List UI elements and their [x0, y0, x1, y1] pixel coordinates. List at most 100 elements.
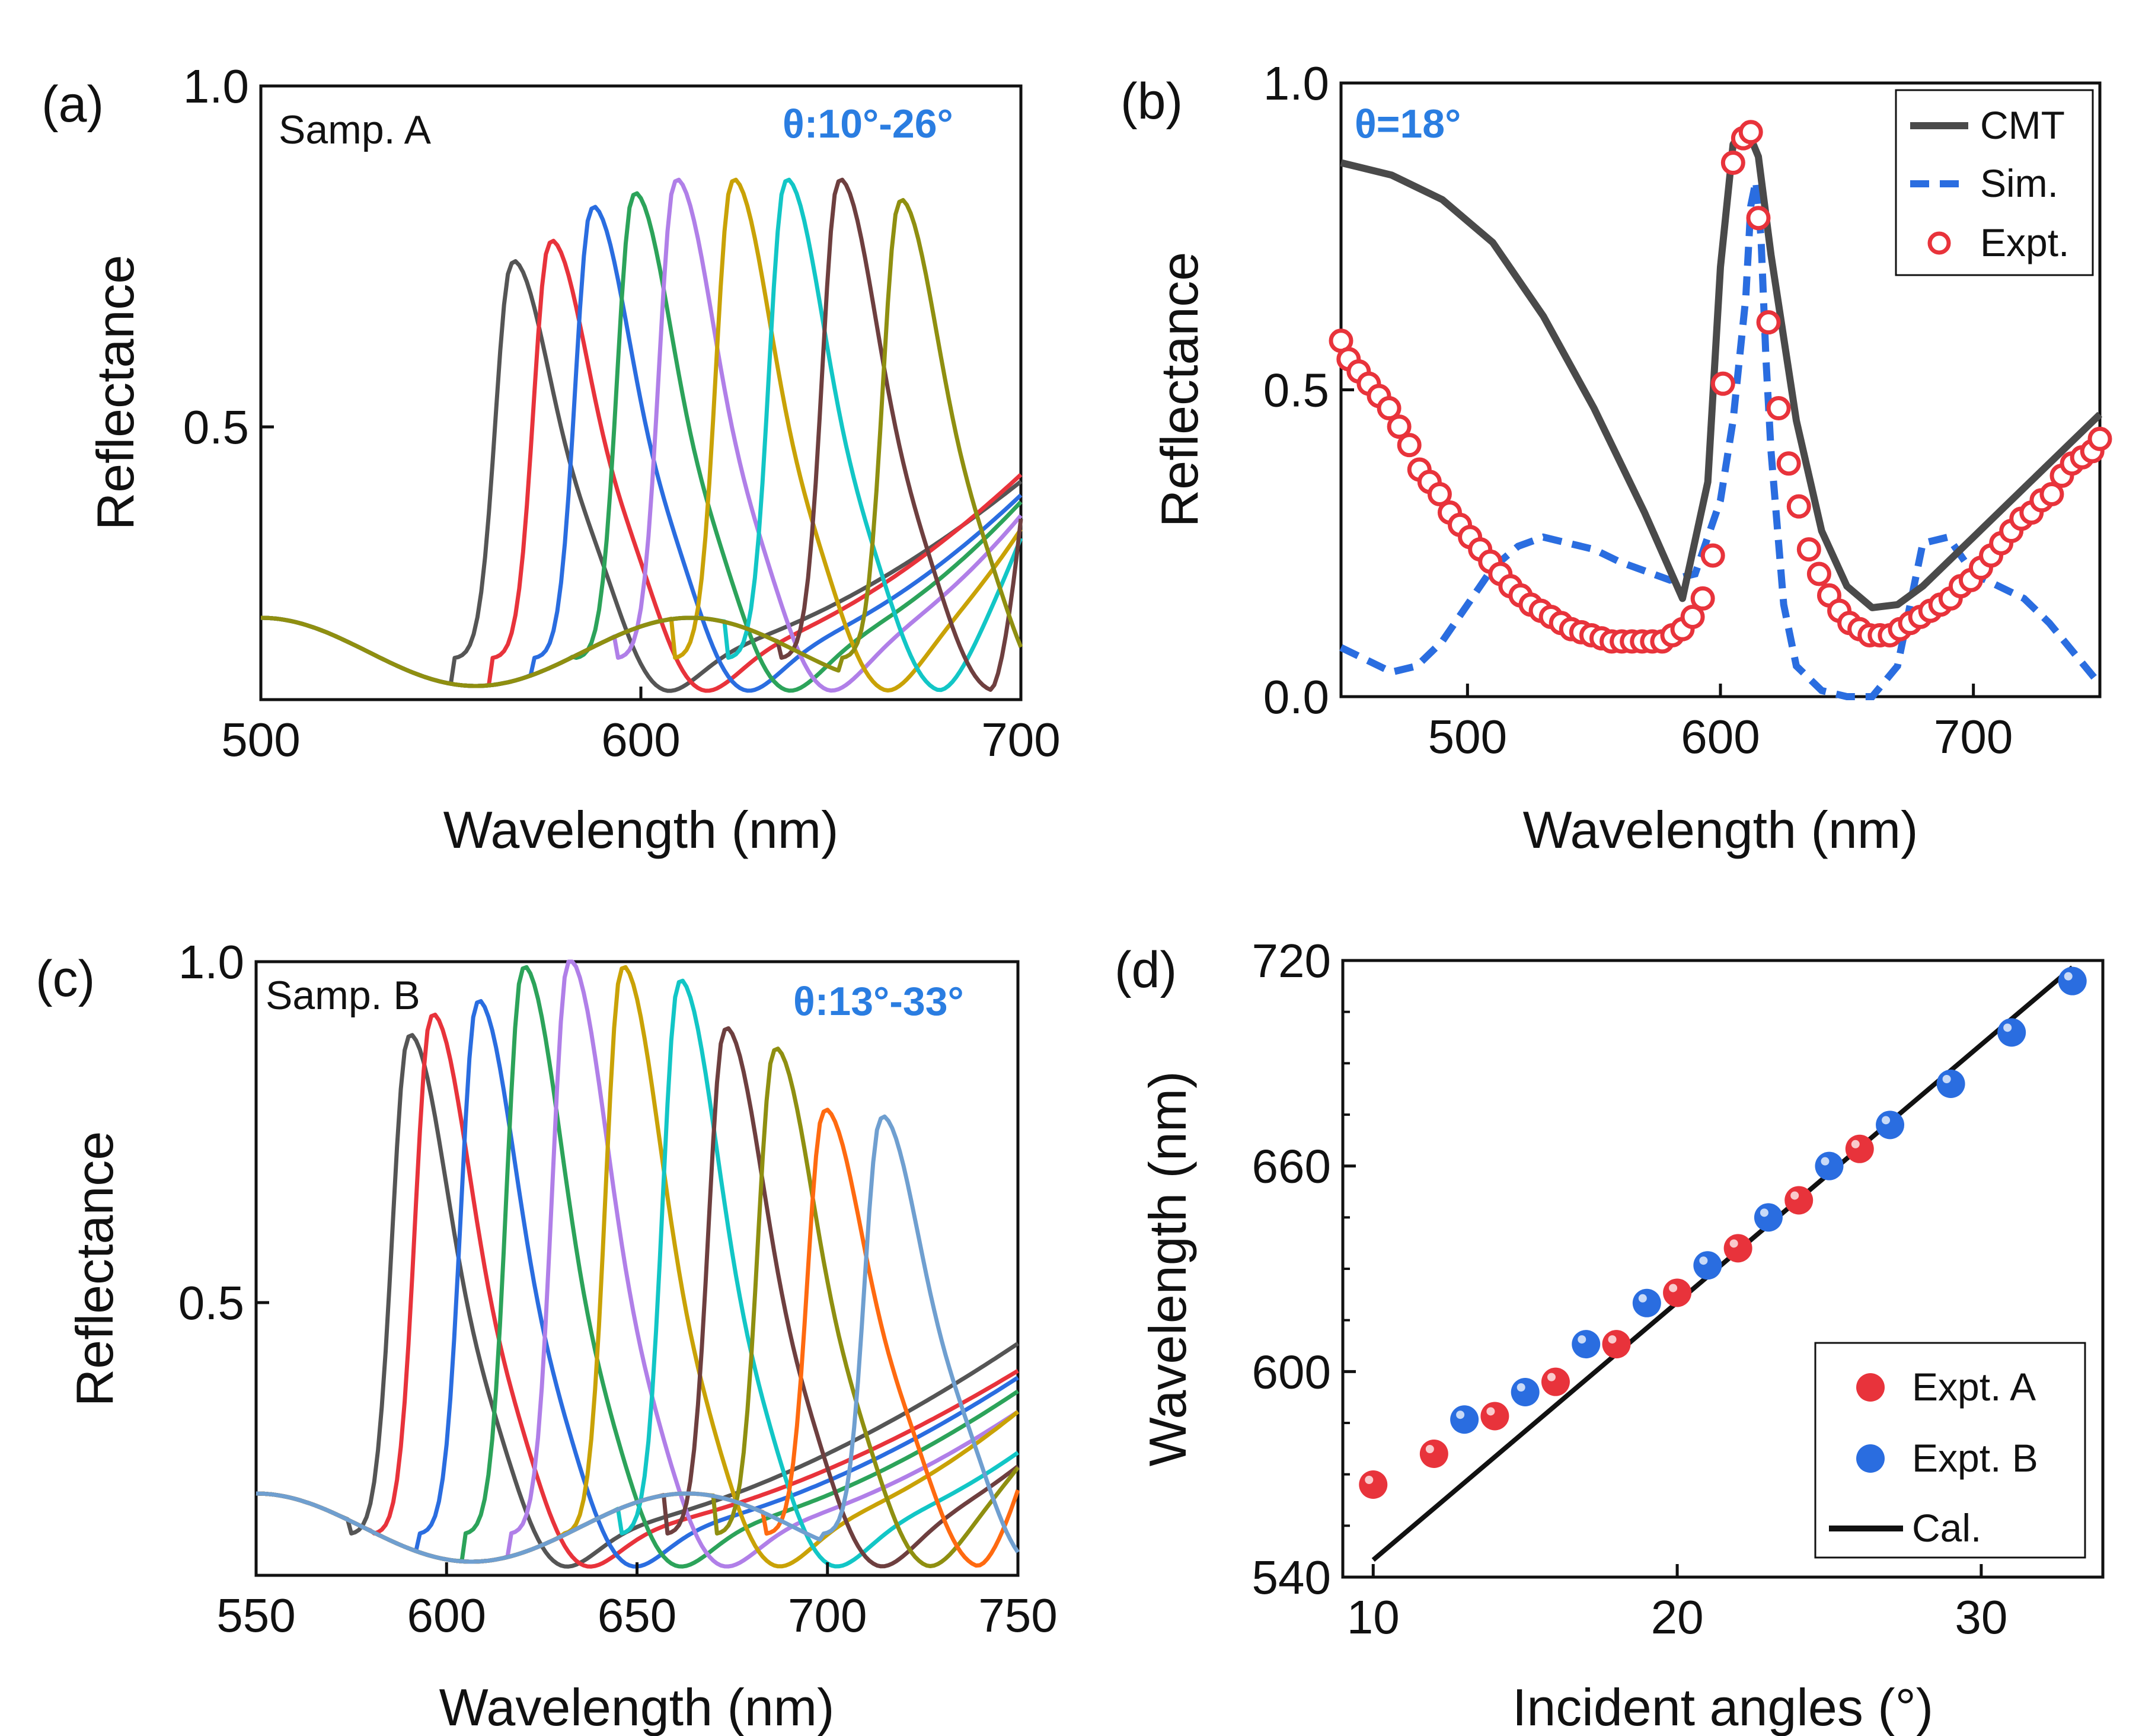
point-highlight — [1578, 1335, 1586, 1344]
legend-swatch-expt — [1927, 231, 1951, 255]
angle-label-b: θ=18° — [1355, 101, 1461, 146]
x-tick-label-d: 20 — [1651, 1591, 1704, 1644]
expt-point — [1806, 561, 1831, 586]
expt-point — [1387, 414, 1412, 439]
ticks-c: 550 600 650 700 750 0.5 1.0 — [178, 936, 1058, 1642]
expt-point — [1738, 120, 1763, 145]
series-line-a-8 — [260, 198, 1023, 688]
point-highlight — [1486, 1407, 1495, 1416]
y-tick-label-b: 0.5 — [1263, 364, 1329, 417]
point-highlight — [1608, 1335, 1617, 1344]
legend-label-cal: Cal. — [1912, 1506, 1981, 1550]
expt-b-point — [1572, 1330, 1601, 1359]
x-axis-label-c: Wavelength (nm) — [439, 1678, 835, 1736]
point-highlight — [2003, 1023, 2012, 1032]
legend-label-expt-b: Expt. B — [1912, 1436, 2038, 1480]
expt-point — [1746, 206, 1771, 231]
x-tick-label-c: 650 — [598, 1589, 676, 1642]
series-line-c-4 — [256, 959, 1019, 1569]
series-line-sim — [1339, 180, 2103, 700]
curves-c — [256, 959, 1020, 1569]
panel-b: (b) 500 600 700 0.0 0.5 1.0 θ=18° CMT Sim. Ex… — [1120, 57, 2112, 859]
expt-b-point — [1693, 1251, 1722, 1280]
panel-d: (d) 10 20 30 540 600 660 720 Expt. A Expt. B C… — [1115, 934, 2105, 1736]
x-tick-label-b: 500 — [1428, 710, 1507, 763]
expt-point — [1710, 371, 1735, 396]
x-tick-label-d: 10 — [1347, 1591, 1400, 1644]
point-highlight — [1790, 1191, 1799, 1200]
x-tick-label-c: 600 — [407, 1589, 486, 1642]
y-tick-label-b: 1.0 — [1263, 57, 1329, 110]
cal-line — [1371, 965, 2074, 1562]
y-axis-label-c: Reflectance — [65, 1131, 124, 1407]
point-highlight — [1851, 1140, 1860, 1148]
legend-swatch-expt-a — [1856, 1373, 1885, 1402]
x-tick-label-a: 700 — [981, 713, 1060, 766]
y-axis-label-a: Reflectance — [86, 255, 145, 531]
expt-point — [1377, 396, 1401, 421]
panel-c: (c) 550 600 650 700 750 0.5 1.0 Samp. B θ:13°-… — [36, 936, 1058, 1736]
x-tick-label-c: 700 — [788, 1589, 867, 1642]
panel-a: (a) 500 600 700 0.5 1.0 Samp. A θ:10°-26° Wa… — [41, 60, 1061, 859]
expt-a-point — [1723, 1234, 1752, 1263]
series-line-c-1 — [256, 1013, 1019, 1569]
y-tick-label-d: 720 — [1252, 934, 1331, 987]
panel-label-b: (b) — [1120, 73, 1183, 130]
x-tick-label-b: 600 — [1681, 710, 1760, 763]
x-tick-label-b: 700 — [1934, 710, 2013, 763]
y-tick-label-a: 0.5 — [183, 401, 249, 454]
expt-b-point — [1511, 1378, 1540, 1406]
point-highlight — [1729, 1239, 1738, 1248]
curves-d — [1359, 965, 2087, 1562]
expt-a-point — [1480, 1402, 1509, 1431]
y-tick-label-c: 1.0 — [178, 936, 244, 988]
point-highlight — [2064, 972, 2073, 981]
legend-label-expt: Expt. — [1980, 221, 2069, 264]
legend-label-sim: Sim. — [1980, 161, 2058, 205]
y-tick-label-d: 540 — [1252, 1551, 1331, 1604]
expt-b-point — [1936, 1070, 1965, 1098]
expt-a-point — [1419, 1440, 1448, 1468]
y-tick-label-b: 0.0 — [1263, 671, 1329, 723]
x-tick-label-d: 30 — [1955, 1591, 2007, 1644]
expt-a-point — [1359, 1470, 1388, 1499]
angle-range-a: θ:10°-26° — [783, 101, 953, 146]
point-highlight — [1365, 1476, 1374, 1484]
panel-label-d: (d) — [1115, 942, 1177, 998]
expt-point — [1427, 481, 1452, 506]
plot-frame-c — [254, 960, 1020, 1577]
expt-b-point — [1815, 1151, 1844, 1180]
point-highlight — [1760, 1208, 1768, 1217]
expt-point — [1690, 586, 1715, 611]
expt-point — [2039, 481, 2064, 506]
sample-label-a: Samp. A — [279, 107, 432, 152]
ticks-d: 10 20 30 540 600 660 720 — [1252, 934, 2008, 1644]
series-line-c-10 — [256, 1114, 1020, 1564]
expt-b-point — [1997, 1018, 2026, 1047]
expt-point — [1397, 433, 1422, 458]
panel-label-a: (a) — [41, 76, 104, 133]
curves-b — [1329, 120, 2112, 700]
point-highlight — [1638, 1294, 1647, 1303]
series-line-a-1 — [260, 238, 1023, 693]
expt-b-point — [2058, 966, 2087, 995]
x-axis-label-b: Wavelength (nm) — [1523, 800, 1918, 859]
expt-a-point — [1602, 1330, 1631, 1359]
y-tick-label-d: 600 — [1252, 1345, 1331, 1398]
x-tick-label-a: 600 — [601, 713, 680, 766]
expt-point — [1766, 396, 1791, 421]
expt-point — [1756, 310, 1781, 335]
legend-d: Expt. A Expt. B Cal. — [1814, 1342, 2086, 1559]
point-highlight — [1821, 1157, 1830, 1166]
expt-point — [1720, 151, 1745, 175]
expt-point — [1796, 537, 1821, 562]
expt-b-point — [1876, 1110, 1905, 1140]
legend-b: CMT Sim. Expt. — [1895, 89, 2094, 276]
ticks-a: 500 600 700 0.5 1.0 — [183, 60, 1061, 766]
ticks-b: 500 600 700 0.0 0.5 1.0 — [1263, 57, 2013, 763]
x-tick-label-c: 550 — [216, 1589, 295, 1642]
angle-range-c: θ:13°-33° — [793, 979, 964, 1024]
expt-point — [1786, 494, 1811, 519]
expt-point — [1776, 451, 1801, 476]
